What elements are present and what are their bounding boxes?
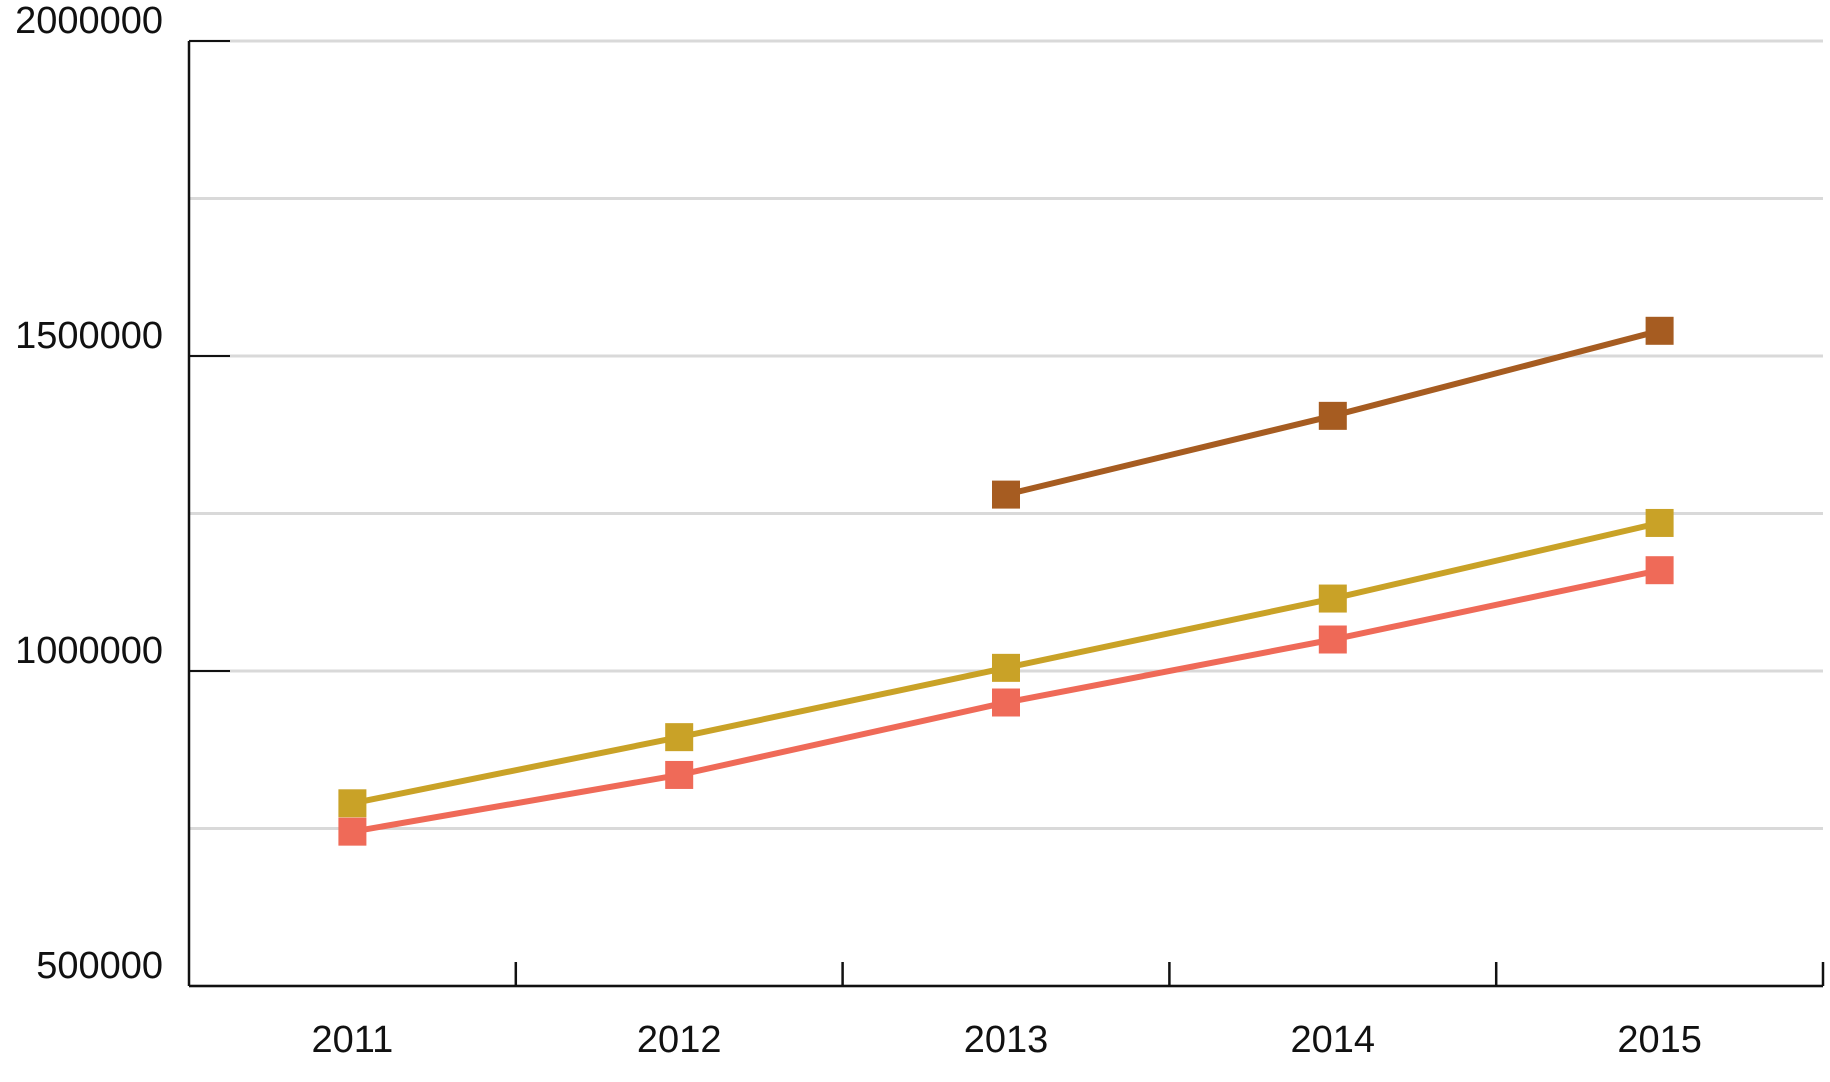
data-point — [1318, 625, 1347, 654]
y-tick-label: 500000 — [36, 945, 163, 987]
data-point — [1645, 508, 1674, 537]
x-tick-label: 2012 — [637, 1019, 722, 1061]
x-tick-label: 2015 — [1617, 1019, 1702, 1061]
data-point — [1318, 401, 1347, 430]
data-point — [1645, 316, 1674, 345]
data-point — [338, 817, 367, 846]
data-point — [1645, 556, 1674, 585]
y-tick-label: 1000000 — [15, 630, 163, 672]
y-tick-label: 1500000 — [15, 315, 163, 357]
data-point — [338, 789, 367, 818]
y-tick-label: 2000000 — [15, 0, 163, 42]
x-tick-label: 2013 — [964, 1019, 1049, 1061]
data-point — [665, 760, 694, 789]
x-tick-label: 2014 — [1291, 1019, 1376, 1061]
data-point — [992, 688, 1020, 717]
data-point — [992, 480, 1020, 509]
data-point — [992, 653, 1020, 682]
x-tick-label: 2011 — [312, 1019, 394, 1061]
data-point — [665, 723, 694, 752]
data-point — [1318, 584, 1347, 613]
